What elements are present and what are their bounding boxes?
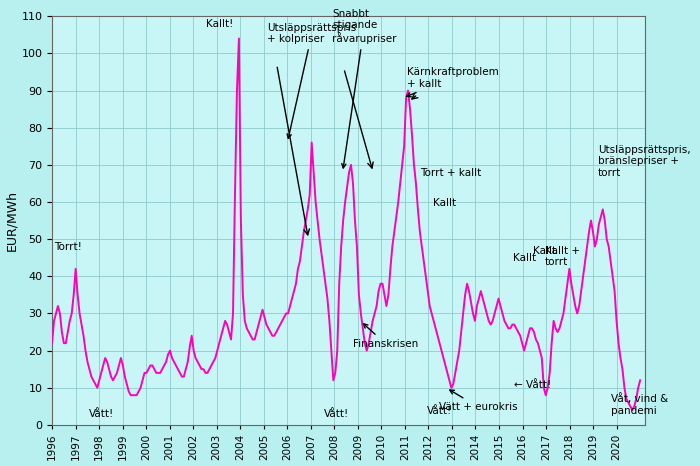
Y-axis label: EUR/MWh: EUR/MWh [6, 190, 19, 251]
Text: Vätt + eurokris: Vätt + eurokris [439, 390, 518, 412]
Text: Utsläppsrättspris,
bränslepriser +
torrt: Utsläppsrättspris, bränslepriser + torrt [598, 145, 690, 178]
Text: Finanskrisen: Finanskrisen [354, 324, 419, 349]
Text: Snabbt
stigande
råvarupriser: Snabbt stigande råvarupriser [332, 9, 396, 168]
Text: Kallt +
torrt: Kallt + torrt [545, 246, 580, 267]
Text: Vått!: Vått! [427, 406, 452, 416]
Text: Våt, vind &
pandemi: Våt, vind & pandemi [611, 393, 668, 416]
Text: Kärnkraftproblem
+ kallt: Kärnkraftproblem + kallt [407, 67, 499, 97]
Text: Vått!: Vått! [324, 410, 349, 419]
Text: Kallt: Kallt [513, 254, 536, 263]
Text: ← Vått!: ← Vått! [514, 380, 552, 390]
Text: Torrt + kallt: Torrt + kallt [420, 168, 482, 178]
Text: Utsläppsrättspris
+ kolpriser: Utsläppsrättspris + kolpriser [267, 23, 356, 138]
Text: Kallt: Kallt [533, 246, 556, 256]
Text: Vått!: Vått! [88, 410, 114, 419]
Text: Kallt!: Kallt! [206, 20, 234, 29]
Text: Torrt!: Torrt! [54, 242, 82, 252]
Text: Kallt: Kallt [433, 198, 456, 208]
